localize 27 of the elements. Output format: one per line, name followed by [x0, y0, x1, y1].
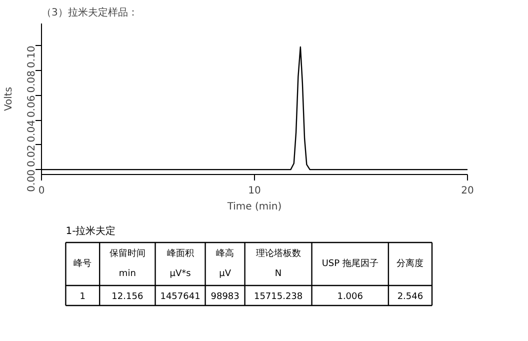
text: 12.156 — [112, 292, 144, 302]
text: 峰号 — [74, 258, 92, 269]
text: 1-拉米夫定 — [66, 225, 116, 237]
text: 15715.238 — [254, 292, 303, 302]
x-tick-label: 20 — [461, 186, 474, 196]
text: 1457641 — [160, 292, 200, 302]
x-axis-title: Time (min) — [226, 202, 282, 212]
text: 98983 — [210, 292, 240, 302]
text: 保留时间 min — [109, 248, 146, 279]
x-tick-label: 10 — [248, 186, 261, 196]
y-tick-label: 0.00 — [26, 170, 38, 192]
text: 1.006 — [337, 292, 364, 302]
chart-title: （3）拉米夫定样品： — [42, 6, 138, 18]
y-tick-label: 0.08 — [26, 70, 38, 93]
y-tick-label: 0.02 — [26, 144, 38, 168]
text: 峰高 µV — [216, 248, 234, 279]
text: 分离度 — [396, 258, 424, 269]
x-tick-label: 0 — [38, 186, 45, 196]
y-tick-label: 0.06 — [26, 95, 38, 118]
text: 峰面积 µV*s — [166, 248, 194, 279]
text: 2.546 — [397, 292, 424, 302]
y-tick-label: 0.10 — [26, 46, 38, 68]
text: 理论塔板数 N — [256, 248, 301, 279]
text: 1 — [80, 292, 86, 302]
y-tick-label: 0.04 — [26, 120, 38, 142]
y-axis-title: Volts — [4, 86, 14, 112]
text: USP 拖尾因子 — [322, 258, 378, 269]
